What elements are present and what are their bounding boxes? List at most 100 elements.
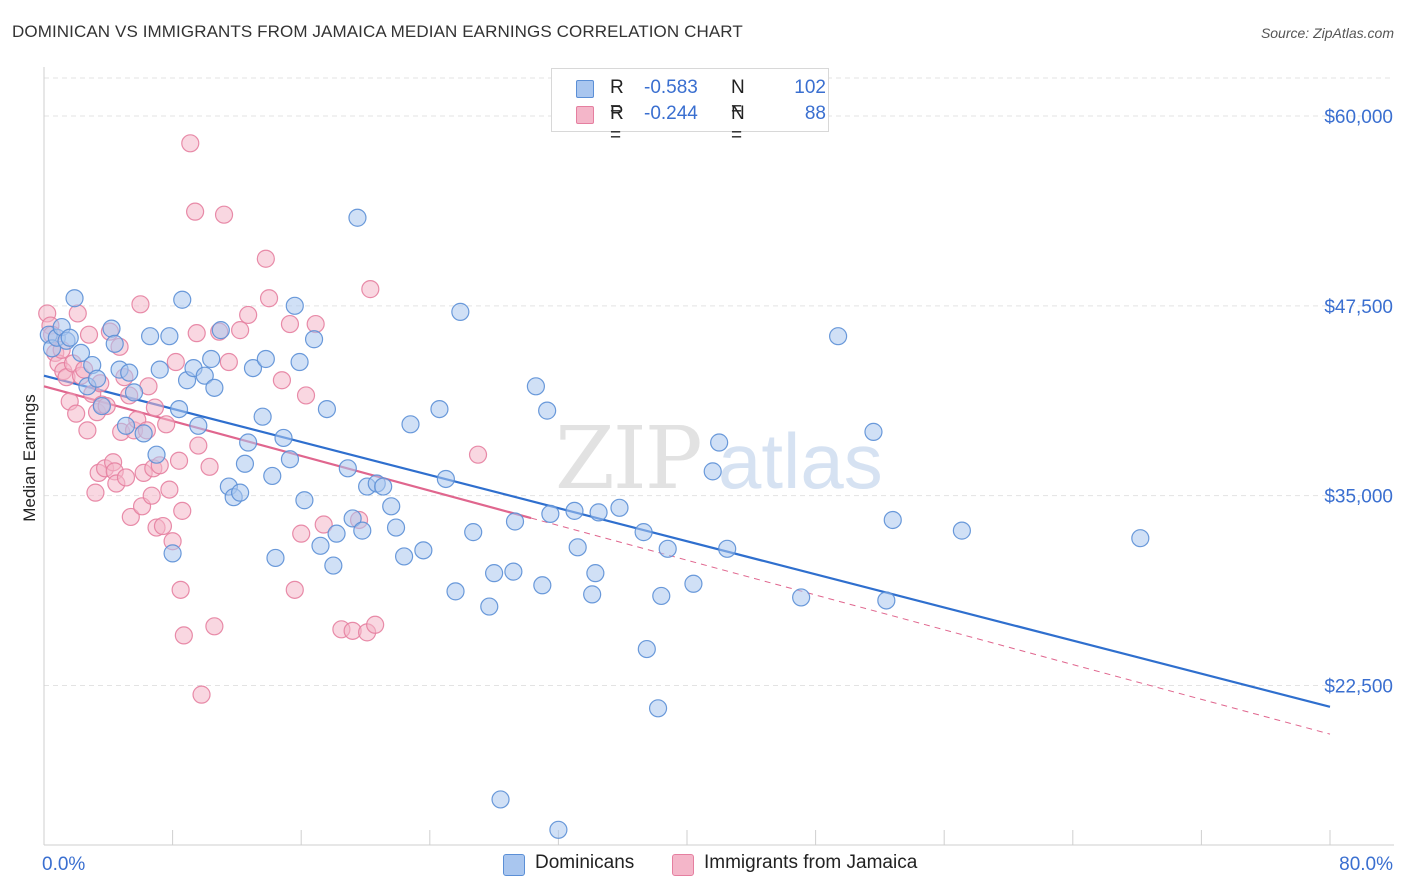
dominican-point <box>327 524 346 543</box>
dominican-point <box>102 319 121 338</box>
dominican-point <box>538 401 557 420</box>
dominican-point <box>526 377 545 396</box>
jamaica-point <box>231 321 250 340</box>
dominican-point <box>877 591 896 610</box>
dominican-point <box>792 588 811 607</box>
legend-swatch-blue <box>576 80 594 98</box>
dominican-point <box>386 518 406 537</box>
legend-r-value: -0.583 <box>644 77 698 98</box>
dominican-point <box>202 349 221 369</box>
jamaica-point <box>142 486 161 505</box>
jamaica-point <box>157 415 176 434</box>
jamaica-point <box>131 295 150 314</box>
dominican-point <box>120 363 139 382</box>
jamaica-point <box>67 404 86 423</box>
legend-r-value: -0.244 <box>644 103 698 124</box>
jamaica-point <box>153 516 173 536</box>
dominican-point <box>480 597 499 616</box>
dominican-point <box>952 521 971 540</box>
jamaica-point <box>272 371 292 390</box>
dominican-point <box>189 416 208 435</box>
dominican-point <box>648 699 668 718</box>
watermark-atlas: atlas <box>718 417 883 505</box>
dominican-point <box>231 483 250 502</box>
dominican-point <box>290 352 309 372</box>
jamaica-point <box>187 324 206 343</box>
dominican-point <box>1131 529 1150 548</box>
bottom-legend-swatch-pink <box>672 854 694 876</box>
jamaica-point <box>296 386 316 405</box>
dominican-point <box>60 328 79 347</box>
dominican-point <box>652 586 671 606</box>
bottom-legend-label: Dominicans <box>535 852 635 873</box>
dominican-point <box>637 639 656 659</box>
dominican-point <box>274 428 293 448</box>
dominican-point <box>324 556 343 575</box>
jamaica-point <box>145 398 165 417</box>
dominican-point <box>436 469 455 489</box>
jamaica-point <box>256 249 275 268</box>
dominican-point <box>105 334 124 353</box>
bottom-legend-label: Immigrants from Jamaica <box>704 852 918 873</box>
dominican-point <box>446 582 465 601</box>
dominican-point <box>348 208 367 227</box>
source-note: Source: ZipAtlas.com <box>1260 25 1394 41</box>
dominican-point <box>684 574 703 593</box>
jamaica-point <box>205 617 224 636</box>
correlation-legend: R = -0.583 N = 102 R = -0.244 N = 88 <box>551 68 829 146</box>
chart-title: DOMINICAN VS IMMIGRANTS FROM JAMAICA MED… <box>12 22 743 41</box>
dominican-point <box>317 400 337 419</box>
x-tick-label: 80.0% <box>1339 854 1393 875</box>
dominican-point <box>353 521 372 540</box>
dominican-point <box>205 378 224 397</box>
jamaica-point <box>174 626 193 645</box>
dominican-point <box>263 466 282 486</box>
legend-n-value: 102 <box>794 77 826 98</box>
dominican-point <box>243 358 263 378</box>
dominican-point <box>87 369 107 388</box>
legend-n-label: N = <box>731 103 745 146</box>
watermark: ZIP atlas <box>555 409 883 509</box>
jamaica-point <box>280 314 300 334</box>
dominican-point <box>173 290 192 309</box>
legend-swatch-pink <box>576 106 594 124</box>
dominican-point <box>504 562 523 581</box>
dominican-point <box>864 422 883 441</box>
dominican-point <box>169 400 189 419</box>
dominican-point <box>586 564 605 583</box>
y-tick-label: $47,500 <box>1324 297 1393 318</box>
gridlines <box>44 77 1394 687</box>
x-tick-label: 0.0% <box>42 854 85 875</box>
dominican-point <box>658 539 677 558</box>
dominican-point <box>610 498 629 517</box>
jamaica-point <box>239 305 258 325</box>
jamaica-point <box>306 314 325 334</box>
dominican-point <box>116 416 136 435</box>
dominican-point <box>829 327 848 346</box>
legend-r-label: R = <box>610 103 624 146</box>
jamaica-point <box>121 507 140 527</box>
dominican-point <box>485 564 504 583</box>
jamaica-point <box>292 524 311 543</box>
dominican-point <box>533 576 552 595</box>
dominican-point <box>160 327 179 346</box>
dominican-point <box>211 321 230 340</box>
dominican-point <box>430 400 449 419</box>
jamaica-point <box>259 289 279 308</box>
jamaica-point <box>468 445 488 464</box>
y-axis-label: Median Earnings <box>20 394 39 522</box>
jamaica-point <box>86 483 105 502</box>
dominican-point <box>703 462 722 481</box>
dominican-point <box>304 330 324 349</box>
dominican-point <box>71 343 91 363</box>
dominican-point <box>414 541 433 560</box>
dominican-point <box>140 327 160 346</box>
jamaica-point <box>200 457 219 476</box>
jamaica-point <box>285 580 304 599</box>
jamaica-point <box>366 615 385 634</box>
dominicans-trend-line <box>43 374 1331 708</box>
dominican-point <box>883 510 902 530</box>
dominican-point <box>451 302 470 321</box>
dominican-point <box>394 547 414 566</box>
dominican-point <box>549 820 568 839</box>
